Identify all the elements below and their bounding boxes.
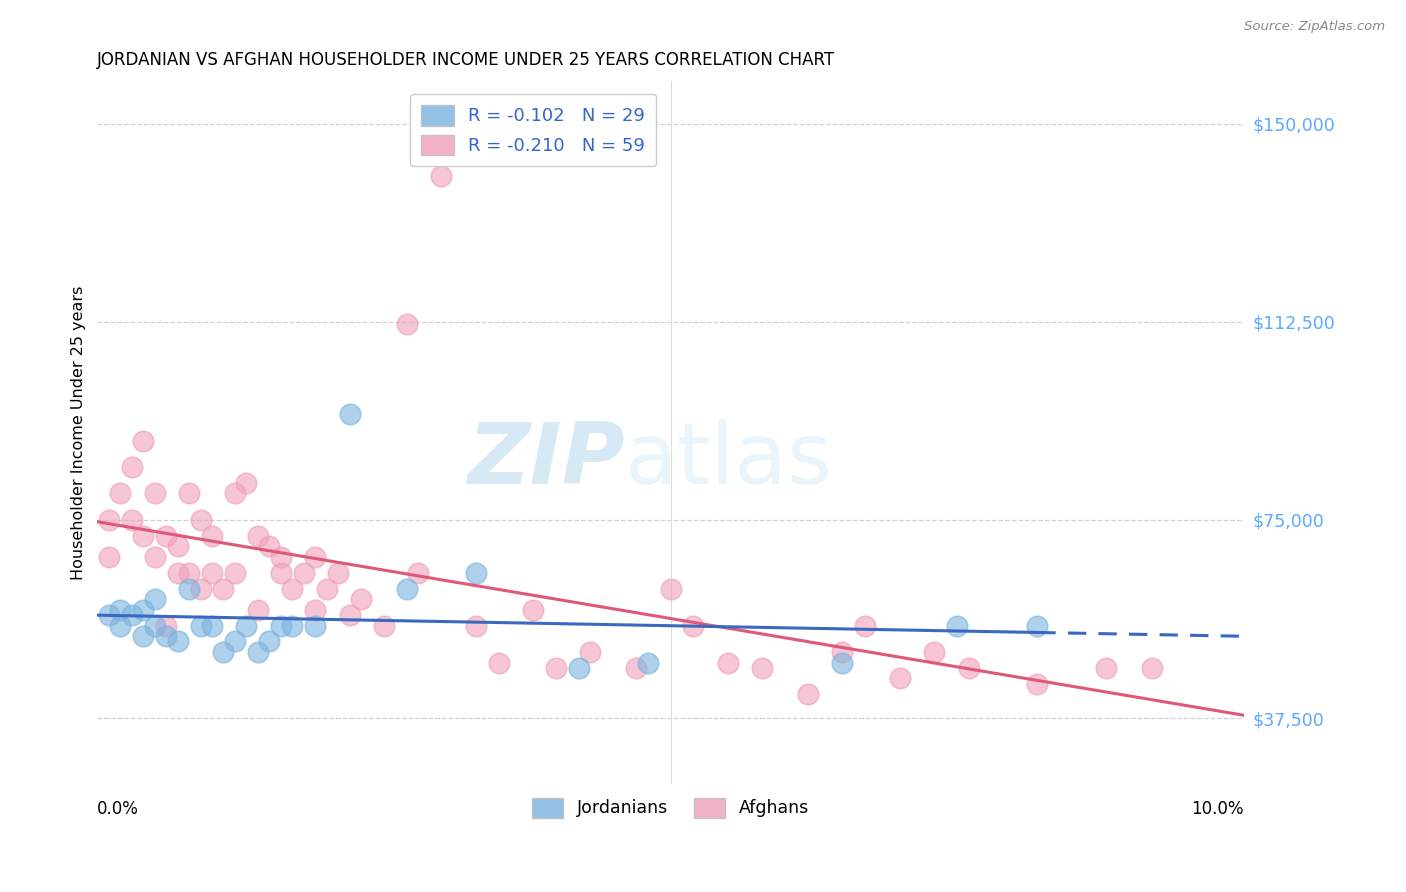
Point bbox=[97, 607, 120, 622]
Point bbox=[464, 566, 486, 580]
Point bbox=[177, 486, 200, 500]
Point bbox=[155, 629, 177, 643]
Text: 10.0%: 10.0% bbox=[1191, 800, 1244, 818]
Point bbox=[292, 566, 315, 580]
Point bbox=[751, 661, 773, 675]
Point bbox=[315, 582, 337, 596]
Point bbox=[177, 582, 200, 596]
Point bbox=[110, 603, 132, 617]
Point bbox=[132, 434, 155, 448]
Point bbox=[326, 566, 349, 580]
Point bbox=[97, 549, 120, 564]
Point bbox=[488, 656, 510, 670]
Legend: Jordanians, Afghans: Jordanians, Afghans bbox=[524, 790, 817, 824]
Point bbox=[853, 618, 876, 632]
Point bbox=[143, 618, 166, 632]
Point bbox=[946, 618, 969, 632]
Point bbox=[395, 582, 418, 596]
Point bbox=[304, 549, 326, 564]
Point bbox=[339, 407, 361, 421]
Point bbox=[132, 529, 155, 543]
Point bbox=[155, 529, 177, 543]
Point bbox=[224, 634, 246, 648]
Point bbox=[201, 529, 224, 543]
Point bbox=[190, 582, 212, 596]
Point bbox=[797, 687, 820, 701]
Point bbox=[579, 645, 602, 659]
Point bbox=[143, 592, 166, 607]
Point bbox=[281, 618, 304, 632]
Point bbox=[1026, 618, 1049, 632]
Text: ZIP: ZIP bbox=[467, 419, 624, 502]
Point bbox=[395, 318, 418, 332]
Point bbox=[270, 566, 292, 580]
Point bbox=[212, 582, 235, 596]
Point bbox=[922, 645, 945, 659]
Point bbox=[522, 603, 544, 617]
Point bbox=[166, 539, 188, 553]
Point bbox=[259, 634, 281, 648]
Point bbox=[624, 661, 647, 675]
Point bbox=[166, 634, 188, 648]
Point bbox=[190, 513, 212, 527]
Point bbox=[831, 656, 853, 670]
Point bbox=[97, 513, 120, 527]
Point bbox=[430, 169, 453, 184]
Y-axis label: Householder Income Under 25 years: Householder Income Under 25 years bbox=[72, 285, 86, 580]
Point bbox=[212, 645, 235, 659]
Point bbox=[637, 656, 659, 670]
Text: atlas: atlas bbox=[624, 419, 832, 502]
Point bbox=[259, 539, 281, 553]
Point bbox=[155, 618, 177, 632]
Point bbox=[281, 582, 304, 596]
Point bbox=[304, 603, 326, 617]
Point bbox=[235, 618, 257, 632]
Point bbox=[110, 486, 132, 500]
Point bbox=[373, 618, 395, 632]
Point bbox=[224, 566, 246, 580]
Point bbox=[544, 661, 567, 675]
Point bbox=[339, 607, 361, 622]
Point bbox=[1095, 661, 1118, 675]
Point bbox=[224, 486, 246, 500]
Point bbox=[201, 566, 224, 580]
Point bbox=[304, 618, 326, 632]
Point bbox=[1140, 661, 1163, 675]
Point bbox=[246, 645, 269, 659]
Point bbox=[246, 603, 269, 617]
Point bbox=[659, 582, 682, 596]
Point bbox=[143, 486, 166, 500]
Point bbox=[110, 618, 132, 632]
Point bbox=[177, 566, 200, 580]
Text: 0.0%: 0.0% bbox=[97, 800, 139, 818]
Point bbox=[270, 618, 292, 632]
Text: Source: ZipAtlas.com: Source: ZipAtlas.com bbox=[1244, 20, 1385, 33]
Point bbox=[568, 661, 591, 675]
Point bbox=[831, 645, 853, 659]
Point bbox=[246, 529, 269, 543]
Point bbox=[132, 629, 155, 643]
Point bbox=[270, 549, 292, 564]
Point bbox=[408, 566, 430, 580]
Point bbox=[190, 618, 212, 632]
Point bbox=[201, 618, 224, 632]
Point bbox=[717, 656, 740, 670]
Point bbox=[1026, 676, 1049, 690]
Point bbox=[682, 618, 704, 632]
Point bbox=[143, 549, 166, 564]
Point bbox=[889, 672, 911, 686]
Point bbox=[132, 603, 155, 617]
Point bbox=[350, 592, 373, 607]
Point bbox=[121, 513, 143, 527]
Text: JORDANIAN VS AFGHAN HOUSEHOLDER INCOME UNDER 25 YEARS CORRELATION CHART: JORDANIAN VS AFGHAN HOUSEHOLDER INCOME U… bbox=[97, 51, 835, 69]
Point bbox=[121, 607, 143, 622]
Point bbox=[464, 618, 486, 632]
Point bbox=[166, 566, 188, 580]
Point bbox=[121, 460, 143, 475]
Point bbox=[235, 475, 257, 490]
Point bbox=[957, 661, 980, 675]
